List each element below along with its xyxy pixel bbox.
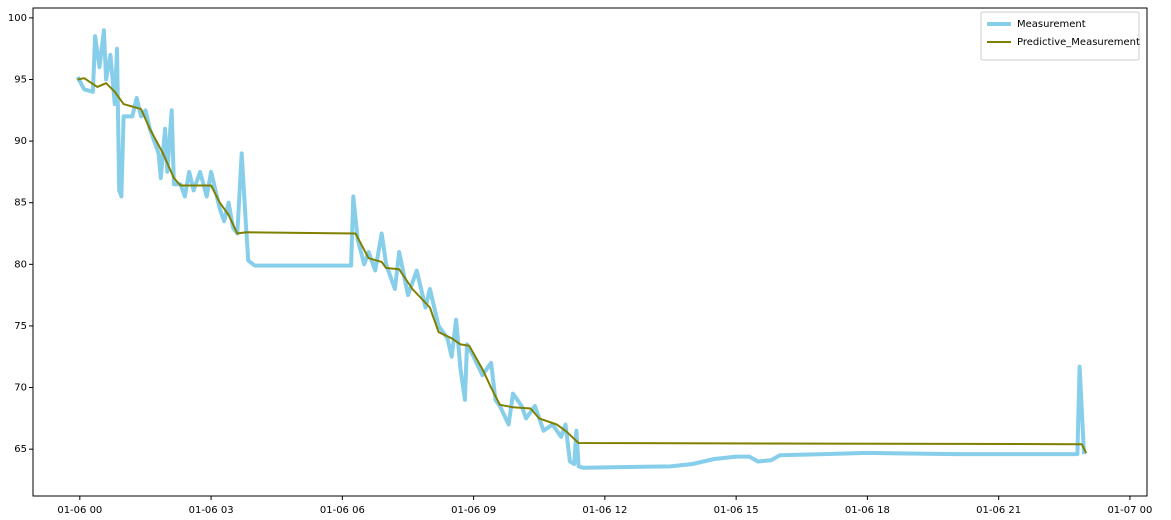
legend-label: Predictive_Measurement (1017, 37, 1140, 48)
y-tick-label: 65 (14, 444, 27, 455)
x-tick-label: 01-06 00 (57, 505, 102, 516)
plot-area (33, 8, 1147, 496)
y-tick-label: 75 (14, 321, 27, 332)
y-tick-label: 90 (14, 136, 27, 147)
data-line (77, 77, 1088, 454)
x-tick-label: 01-06 06 (320, 505, 365, 516)
y-tick-label: 85 (14, 198, 27, 209)
y-tick-label: 95 (14, 74, 27, 85)
data-line (75, 28, 1086, 470)
legend-label: Measurement (1017, 19, 1086, 30)
y-tick-label: 100 (8, 13, 27, 24)
x-tick-label: 01-07 00 (1107, 505, 1152, 516)
x-tick-label: 01-06 12 (582, 505, 627, 516)
x-tick-label: 01-06 18 (845, 505, 890, 516)
legend-box (980, 11, 1140, 61)
axes-frame (32, 7, 1148, 497)
y-tick-label: 80 (14, 259, 27, 270)
x-tick-label: 01-06 15 (714, 505, 759, 516)
x-tick-label: 01-06 21 (976, 505, 1021, 516)
x-tick-label: 01-06 09 (451, 505, 496, 516)
x-tick-label: 01-06 03 (189, 505, 234, 516)
y-tick-label: 70 (14, 383, 27, 394)
